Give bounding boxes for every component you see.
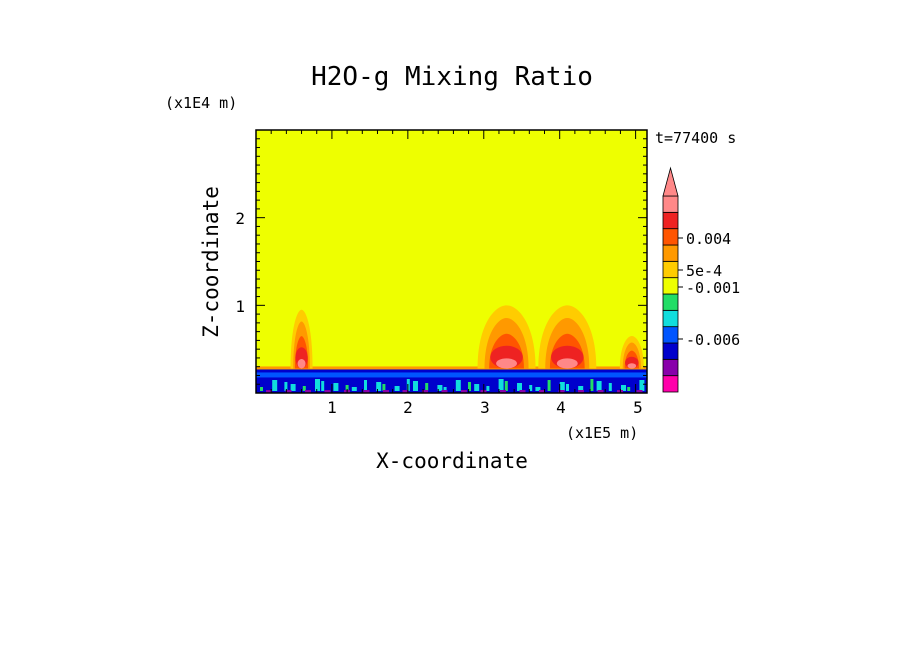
colorbar bbox=[662, 166, 683, 393]
surface-streak-low bbox=[383, 390, 389, 393]
surface-streak bbox=[486, 386, 490, 391]
chart-title: H2O-g Mixing Ratio bbox=[311, 62, 593, 92]
surface-streak bbox=[474, 384, 480, 391]
x-tick-label-2: 2 bbox=[403, 398, 413, 417]
colorbar-segment bbox=[662, 326, 679, 344]
surface-streak bbox=[345, 385, 349, 391]
time-label: t=77400 s bbox=[655, 129, 736, 147]
surface-streak bbox=[535, 387, 541, 391]
surface-streak bbox=[364, 380, 367, 391]
surface-streak bbox=[639, 380, 645, 391]
surface-streak bbox=[566, 384, 569, 391]
colorbar-segment bbox=[662, 260, 679, 279]
colorbar-label-2: 5e-4 bbox=[686, 262, 722, 280]
surface-streak-low bbox=[266, 390, 272, 393]
plume-peak bbox=[627, 363, 637, 369]
surface-streak bbox=[559, 382, 565, 391]
surface-streak bbox=[333, 383, 339, 391]
surface-layer-top-edge bbox=[256, 366, 647, 370]
surface-streak-low bbox=[422, 390, 428, 393]
surface-streak-low bbox=[363, 390, 370, 393]
colorbar-extend-arrow bbox=[662, 166, 679, 197]
surface-streak bbox=[321, 381, 325, 391]
x-tick-label-1: 1 bbox=[327, 398, 337, 417]
colorbar-segment bbox=[662, 342, 679, 360]
surface-streak-low bbox=[441, 390, 448, 393]
surface-streak-low bbox=[558, 390, 565, 393]
x-unit-label: (x1E5 m) bbox=[566, 424, 638, 442]
surface-streak bbox=[425, 383, 429, 391]
surface-streak bbox=[621, 385, 626, 391]
colorbar-segment bbox=[662, 211, 679, 230]
axis-ticks bbox=[256, 130, 647, 393]
surface-streak bbox=[547, 380, 551, 391]
surface-streak-low bbox=[285, 390, 292, 393]
surface-streak bbox=[351, 387, 357, 391]
surface-streak-low bbox=[539, 390, 545, 393]
surface-streak-low bbox=[324, 390, 331, 393]
y-axis-label: Z-coordinate bbox=[199, 186, 223, 338]
colorbar-label-4: -0.006 bbox=[686, 331, 740, 349]
y-tick-label-1: 1 bbox=[235, 297, 245, 316]
surface-layer bbox=[256, 368, 647, 393]
surface-streak bbox=[382, 384, 386, 391]
plume-peak bbox=[496, 358, 517, 369]
surface-streak bbox=[596, 381, 602, 391]
surface-streak bbox=[578, 386, 584, 391]
surface-streak bbox=[260, 387, 263, 391]
x-tick-label-4: 4 bbox=[556, 398, 566, 417]
surface-streak bbox=[437, 385, 443, 391]
colorbar-label-3: -0.001 bbox=[686, 279, 740, 297]
plot-area bbox=[255, 129, 648, 394]
colorbar-segment bbox=[662, 277, 679, 295]
surface-streak bbox=[394, 386, 400, 391]
colorbar-segment bbox=[662, 358, 679, 377]
x-tick-label-5: 5 bbox=[633, 398, 643, 417]
surface-streak-low bbox=[305, 390, 311, 393]
surface-streak bbox=[455, 380, 461, 391]
surface-streak-low bbox=[636, 390, 643, 393]
surface-streak bbox=[608, 383, 612, 391]
plume-peak bbox=[297, 359, 306, 369]
surface-streak-low bbox=[597, 390, 604, 393]
surface-streak-low bbox=[578, 390, 584, 393]
colorbar-segment bbox=[662, 244, 679, 262]
colorbar-segment bbox=[662, 293, 679, 311]
surface-streak bbox=[498, 379, 504, 391]
surface-streak bbox=[284, 382, 288, 391]
x-tick-label-3: 3 bbox=[480, 398, 490, 417]
surface-streak bbox=[590, 379, 594, 391]
surface-layer-band bbox=[256, 372, 647, 378]
surface-streak bbox=[504, 381, 508, 391]
surface-streak-low bbox=[402, 390, 409, 393]
surface-streak bbox=[413, 381, 418, 391]
surface-streak bbox=[315, 379, 320, 391]
surface-streak bbox=[290, 384, 296, 391]
y-unit-label: (x1E4 m) bbox=[165, 94, 237, 112]
surface-streak-low bbox=[461, 390, 467, 393]
colorbar-segment bbox=[662, 195, 679, 213]
surface-streak bbox=[627, 387, 631, 391]
surface-streak-low bbox=[500, 390, 506, 393]
surface-streak bbox=[517, 383, 522, 391]
colorbar-segment bbox=[662, 228, 679, 246]
colorbar-segment bbox=[662, 375, 679, 393]
colorbar-segment bbox=[662, 309, 679, 328]
colorbar-label-1: 0.004 bbox=[686, 230, 731, 248]
surface-streak bbox=[376, 382, 382, 391]
surface-streak bbox=[272, 380, 278, 391]
x-axis-label: X-coordinate bbox=[376, 449, 528, 473]
plume-peak bbox=[556, 358, 578, 369]
surface-streak bbox=[529, 385, 533, 391]
y-tick-label-2: 2 bbox=[235, 209, 245, 228]
surface-streak bbox=[302, 386, 306, 391]
surface-streak-low bbox=[519, 390, 526, 393]
surface-streak bbox=[443, 387, 447, 391]
surface-streak bbox=[468, 382, 471, 391]
